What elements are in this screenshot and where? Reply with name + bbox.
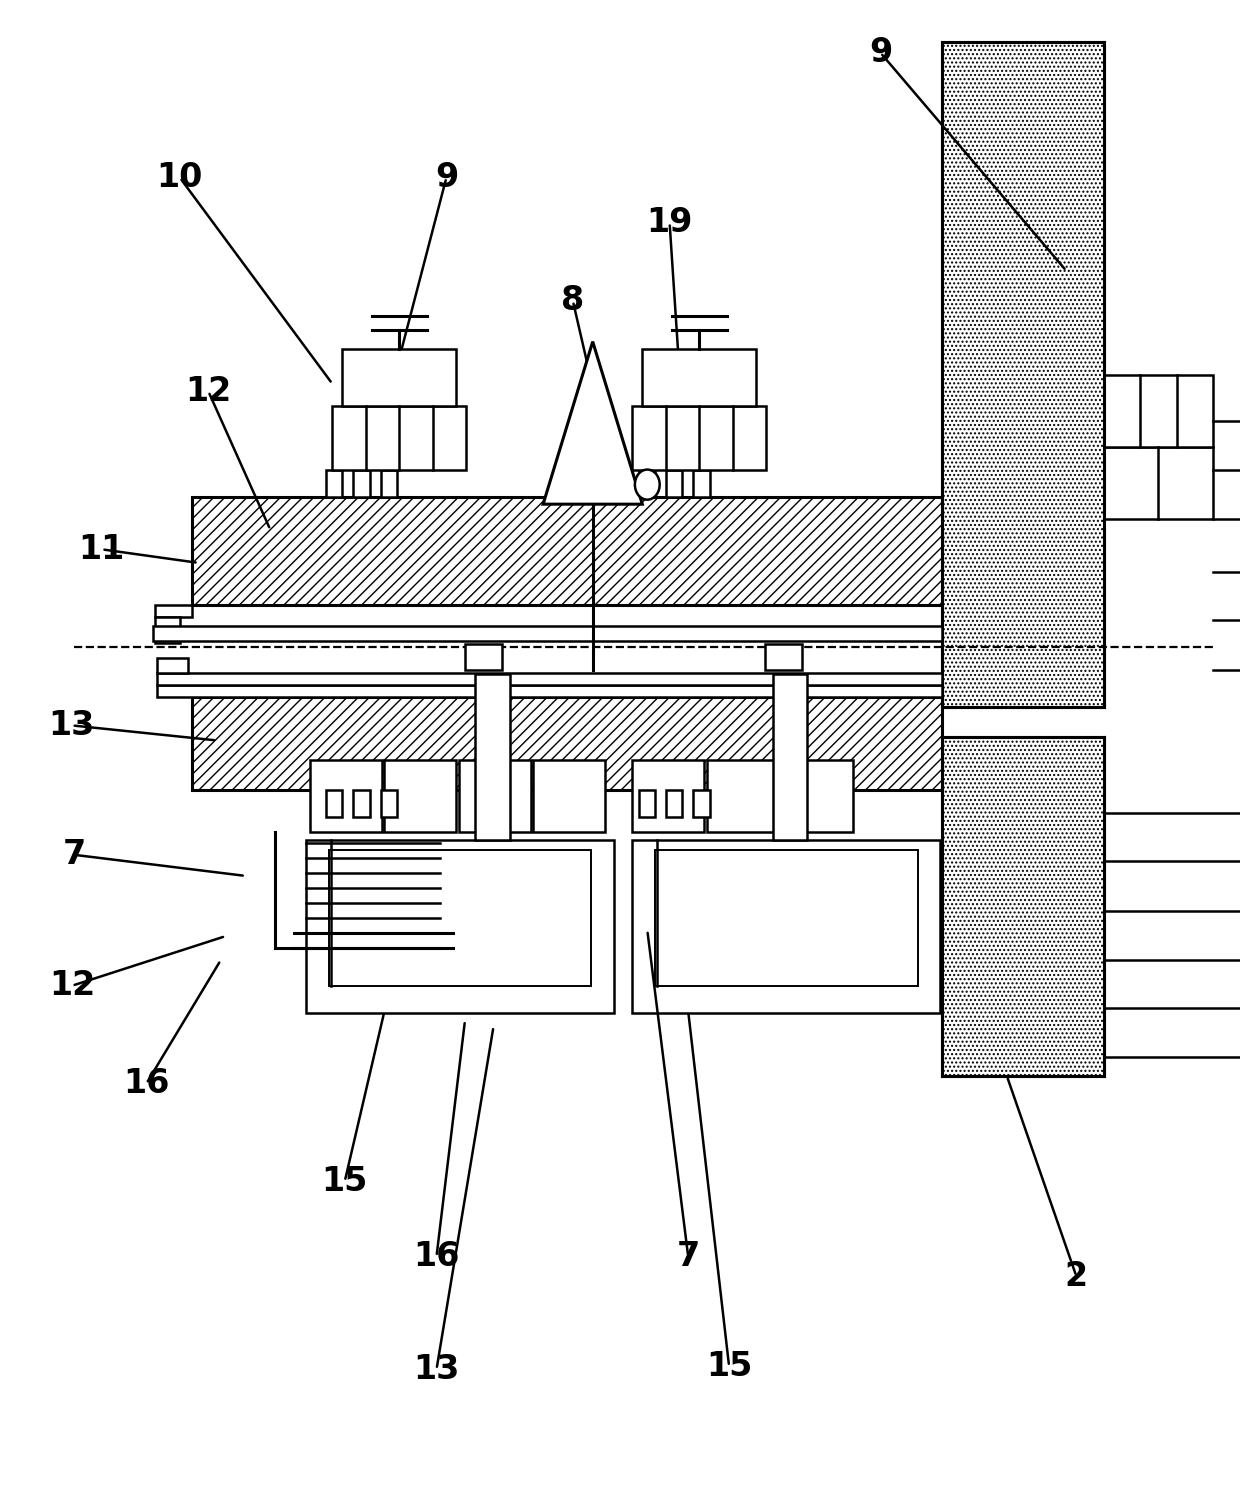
Bar [1104, 375, 1213, 447]
Bar [765, 644, 802, 670]
Bar [632, 406, 766, 470]
Bar [666, 790, 682, 817]
Bar [942, 737, 1104, 1076]
Bar [381, 470, 397, 497]
Bar [475, 674, 510, 840]
Bar [155, 605, 192, 617]
Text: 10: 10 [156, 161, 203, 194]
Bar [157, 658, 188, 673]
Bar [326, 790, 342, 817]
Text: 7: 7 [63, 838, 86, 871]
Text: 11: 11 [78, 533, 125, 566]
Polygon shape [543, 342, 642, 504]
Bar [332, 406, 466, 470]
Bar [693, 470, 709, 497]
Bar [155, 617, 180, 643]
Text: 9: 9 [869, 36, 892, 69]
Bar [533, 760, 605, 832]
Bar [1104, 447, 1213, 519]
Bar [192, 497, 942, 605]
Bar [353, 790, 370, 817]
Bar [632, 840, 940, 1013]
Bar [666, 470, 682, 497]
Bar [381, 790, 397, 817]
Bar [942, 42, 1104, 707]
Bar [465, 644, 502, 670]
Text: 19: 19 [646, 206, 693, 239]
Bar [342, 349, 456, 406]
Text: 13: 13 [413, 1353, 460, 1386]
Bar [157, 685, 942, 697]
Bar [639, 470, 655, 497]
Text: 2: 2 [1065, 1260, 1087, 1293]
Text: 16: 16 [123, 1067, 170, 1100]
Bar [326, 470, 342, 497]
Bar [310, 760, 382, 832]
Bar [781, 760, 853, 832]
Bar [773, 674, 807, 840]
Bar [384, 760, 456, 832]
Text: 12: 12 [48, 969, 95, 1002]
Bar [459, 760, 531, 832]
Text: 8: 8 [562, 284, 584, 318]
Bar [157, 673, 942, 685]
Text: 7: 7 [677, 1240, 699, 1273]
Bar [693, 790, 709, 817]
Bar [353, 470, 370, 497]
Text: 15: 15 [706, 1350, 753, 1383]
Bar [707, 760, 779, 832]
Bar [329, 850, 591, 986]
Text: 15: 15 [321, 1165, 368, 1198]
Text: 16: 16 [413, 1240, 460, 1273]
Bar [642, 349, 756, 406]
Bar [306, 840, 614, 1013]
Text: 9: 9 [435, 161, 458, 194]
Text: 13: 13 [48, 709, 95, 742]
Bar [639, 790, 655, 817]
Bar [153, 626, 942, 641]
Circle shape [635, 470, 660, 500]
Bar [655, 850, 918, 986]
Bar [632, 760, 704, 832]
Text: 12: 12 [185, 375, 232, 408]
Bar [192, 697, 942, 790]
